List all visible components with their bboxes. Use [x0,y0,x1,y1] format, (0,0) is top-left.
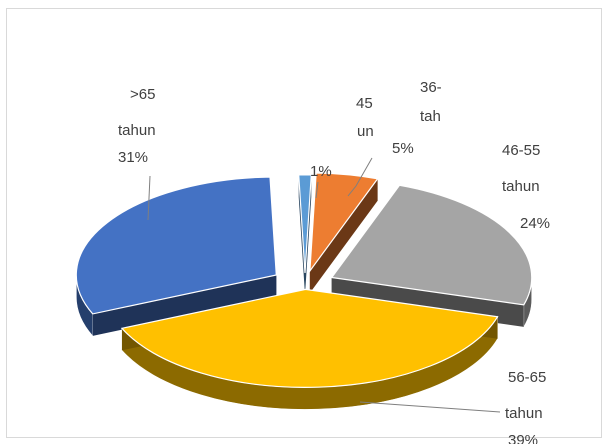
pie-slice-65-tahun [75,176,277,315]
data-label-46-55-line1: 46-55 [502,142,540,159]
data-label-56-65-line3: 39% [508,432,538,444]
data-label-1pct: 1% [310,163,332,180]
data-label-36-45-line4: tah [420,108,441,125]
pie-slice-1 [298,174,312,273]
data-label-36-45-line3: 36- [420,79,442,96]
leader-line-gt65 [147,175,151,221]
leader-line-56-65 [359,401,501,413]
data-label-46-55-line3: 24% [520,215,550,232]
data-label-gt65-line3: 31% [118,149,148,166]
data-label-gt65-line2: tahun [118,122,156,139]
data-label-36-45-line1: 45 [356,95,373,112]
data-label-gt65-line1: >65 [130,86,155,103]
pie-slices [75,172,533,410]
leader-line-1pct [315,181,319,199]
pie-slice-36-45-tahun [309,172,379,273]
data-label-56-65-line1: 56-65 [508,369,546,386]
pie-slice-46-55-tahun [330,184,533,306]
data-label-56-65-line2: tahun [505,405,543,422]
pie-slice-56-65-tahun [120,288,499,388]
data-label-36-45-line5: 5% [392,140,414,157]
data-label-46-55-line2: tahun [502,178,540,195]
data-label-36-45-line2: un [357,123,374,140]
leader-line-36-45 [347,157,373,197]
